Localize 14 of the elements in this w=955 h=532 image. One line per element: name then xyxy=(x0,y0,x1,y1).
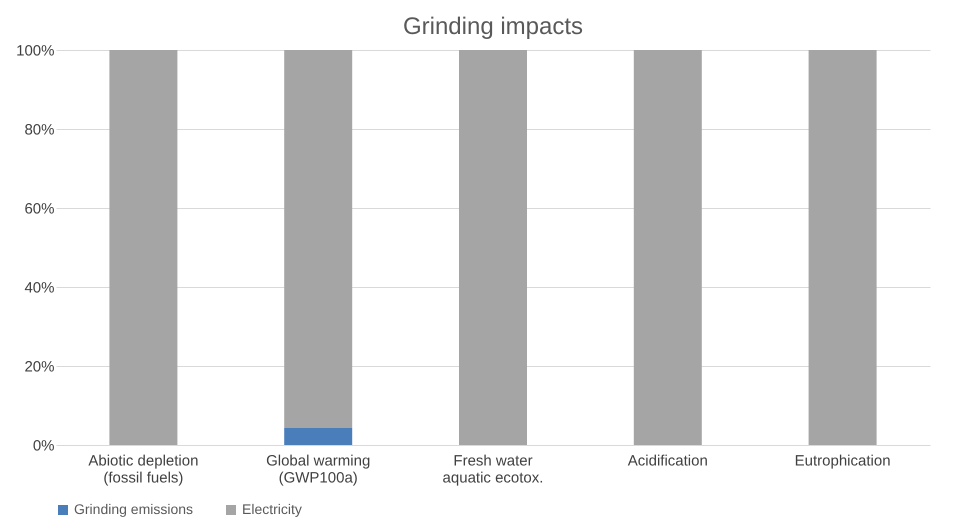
y-tick-label: 60% xyxy=(24,200,54,218)
x-tick-label: Fresh water aquatic ecotox. xyxy=(442,452,544,486)
x-tick-label: Abiotic depletion (fossil fuels) xyxy=(88,452,198,486)
y-tick-label: 100% xyxy=(16,42,54,60)
y-tick-label: 80% xyxy=(24,122,54,138)
x-tick-label: Eutrophication xyxy=(794,452,891,470)
legend-label: Grinding emissions xyxy=(74,501,194,517)
x-tick-label: Acidification xyxy=(628,452,708,470)
legend-label: Electricity xyxy=(242,501,302,517)
chart-title: Grinding impacts xyxy=(402,13,584,40)
y-tick-label: 40% xyxy=(24,280,54,296)
x-tick-label: Global warming (GWP100a) xyxy=(266,452,370,486)
y-tick-label: 20% xyxy=(24,358,54,376)
y-tick-label: 0% xyxy=(32,438,54,454)
